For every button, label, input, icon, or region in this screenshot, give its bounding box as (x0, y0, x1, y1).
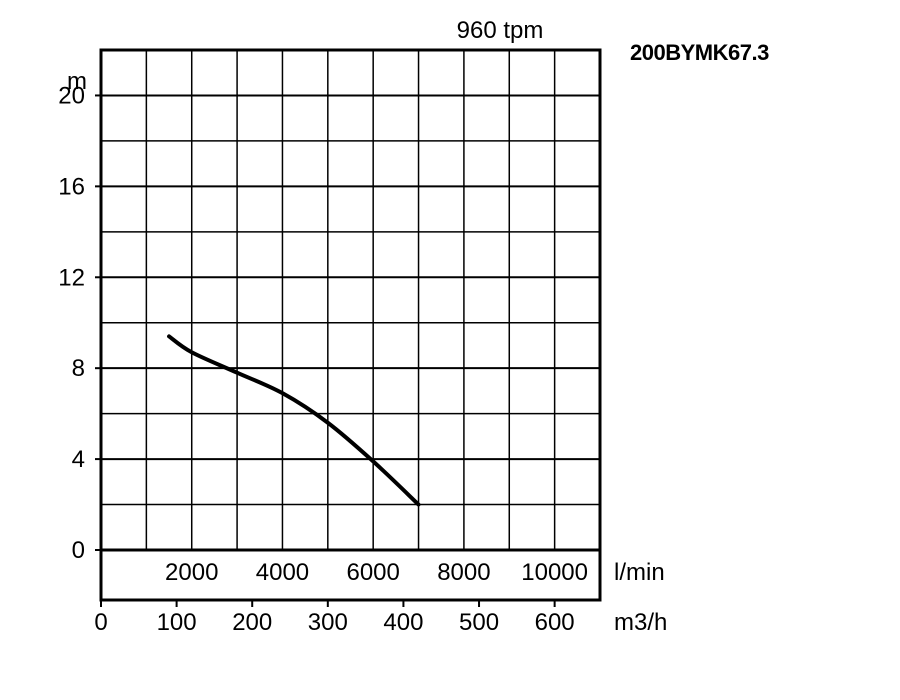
x-axis-label-lmin: l/min (614, 559, 665, 586)
x-tick-label-m3h: 600 (535, 609, 575, 636)
x-tick-label-m3h: 100 (157, 609, 197, 636)
y-tick-label: 0 (72, 537, 85, 564)
x-tick-label-lmin: 10000 (521, 559, 588, 586)
chart-title: 200BYMK67.3 (630, 40, 769, 65)
x-tick-label-lmin: 6000 (346, 559, 399, 586)
grid (101, 50, 600, 550)
plot-frame (99, 48, 602, 552)
y-axis-label: m (67, 68, 87, 95)
x-tick-label-lmin: 8000 (437, 559, 490, 586)
series-layer (167, 334, 421, 507)
x-tick-label-lmin: 4000 (256, 559, 309, 586)
pump-curve-line (167, 334, 421, 507)
y-tick-label: 16 (58, 173, 85, 200)
x-tick-label-m3h: 300 (308, 609, 348, 636)
y-tick-label: 8 (72, 355, 85, 382)
y-tick-label: 20 (58, 82, 85, 109)
y-tick-label: 4 (72, 446, 85, 473)
x-axis-label-m3h: m3/h (614, 609, 667, 636)
y-tick-label: 12 (58, 264, 85, 291)
y-tick-labels: 0 4 8 12 16 20 (58, 82, 101, 564)
x-tick-labels-m3h: 0 100 200 300 400 500 600 (94, 600, 575, 636)
speed-label: 960 tpm (457, 17, 544, 44)
x-tick-label-m3h: 0 (94, 609, 107, 636)
x-tick-label-m3h: 200 (232, 609, 272, 636)
flow-axis-box (99, 548, 602, 602)
x-tick-label-m3h: 400 (383, 609, 423, 636)
x-tick-label-m3h: 500 (459, 609, 499, 636)
x-tick-labels-lmin: 2000 4000 6000 8000 10000 (165, 559, 588, 586)
x-tick-label-lmin: 2000 (165, 559, 218, 586)
